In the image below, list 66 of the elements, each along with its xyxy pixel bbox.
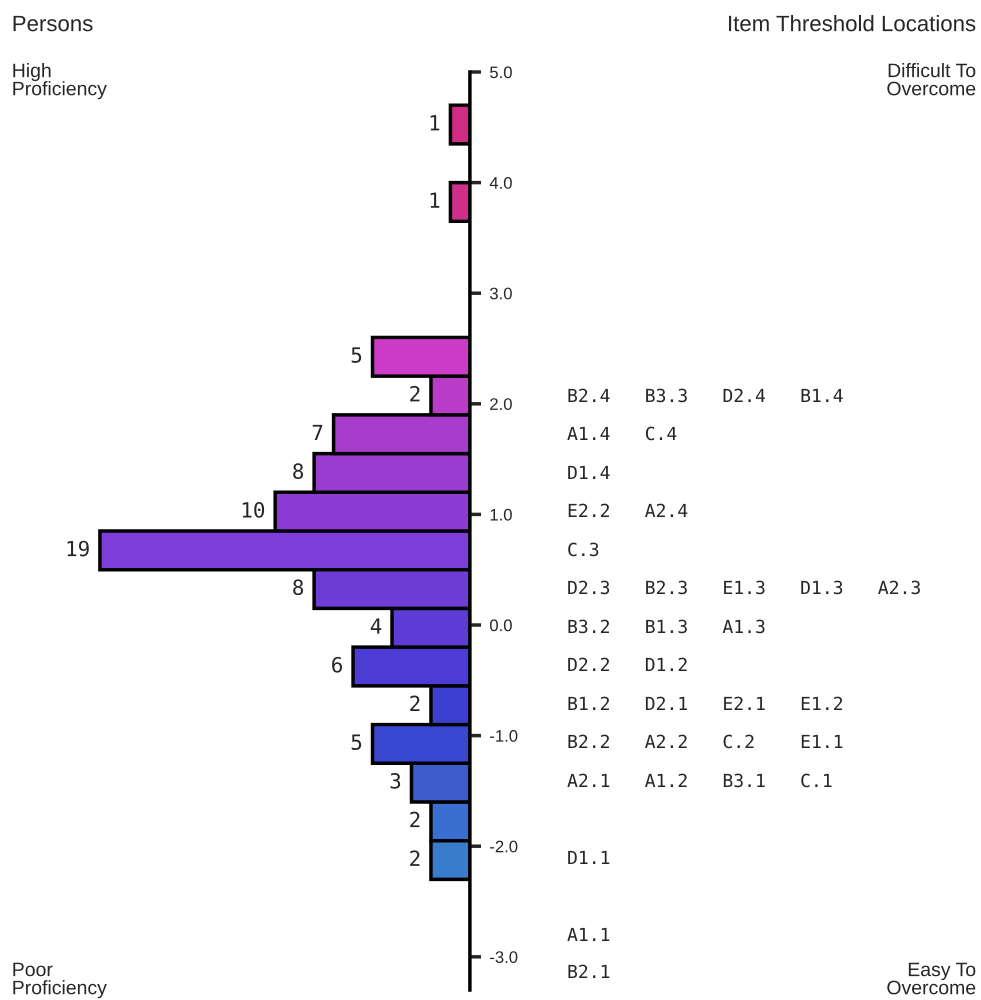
text: A2.3 (878, 580, 920, 594)
text: D1.4 (568, 466, 610, 480)
data-label: 3 (390, 772, 400, 789)
data-label: 1 (430, 192, 440, 208)
data-label: 5 (352, 347, 362, 363)
text: B3.3 (646, 388, 687, 402)
data-label: 2 (410, 696, 420, 712)
annotation: Poor Proficiency (13, 962, 107, 998)
text: D1.3 (801, 580, 842, 594)
text: A1.3 (722, 620, 765, 634)
data-label: 2 (410, 850, 420, 866)
text: E1.3 (724, 580, 765, 594)
text: D2.3 (568, 580, 610, 594)
annotation: High Proficiency (13, 63, 107, 100)
text: E1.2 (802, 696, 842, 710)
y-tick-label: 2.0 (490, 398, 512, 410)
data-label: 7 (312, 424, 322, 440)
text: D1.1 (568, 850, 610, 864)
text: E2.1 (724, 696, 765, 710)
data-label: 10 (242, 502, 264, 518)
text: B2.1 (568, 964, 610, 978)
data-label: 19 (68, 540, 89, 556)
text: B1.2 (568, 696, 609, 710)
text: B3.1 (724, 774, 765, 788)
text: Difficult To Overcome (887, 63, 976, 96)
text: E1.1 (802, 734, 842, 748)
y-tick-label: -3.0 (490, 951, 518, 964)
text: A2.1 (567, 774, 610, 788)
text: C.3 (568, 542, 598, 556)
text: Item Threshold Locations (729, 15, 976, 32)
text: C.4 (646, 426, 676, 440)
text: A1.4 (567, 426, 610, 440)
data-label: 8 (293, 579, 304, 596)
text: A2.2 (645, 734, 687, 748)
data-label: 8 (293, 463, 304, 480)
text: A2.4 (645, 504, 688, 518)
data-label: 5 (352, 734, 362, 750)
text: B1.4 (802, 388, 843, 402)
text: C.1 (801, 774, 832, 788)
y-tick-label: -1.0 (490, 730, 518, 742)
text: C.2 (724, 734, 754, 748)
text: D2.2 (568, 658, 609, 672)
data-label: 2 (410, 386, 420, 402)
data-label: 2 (410, 812, 420, 828)
text: B1.3 (646, 620, 687, 634)
data-label: 1 (430, 115, 440, 130)
y-tick-label: 4.0 (490, 177, 512, 189)
y-tick-label: 3.0 (490, 288, 512, 300)
text: B2.4 (568, 388, 610, 402)
y-tick-label: 5.0 (490, 66, 512, 78)
text: Persons (14, 16, 92, 32)
text: B2.3 (646, 580, 687, 594)
data-label: 4 (370, 618, 382, 634)
y-tick-label: 0.0 (490, 619, 512, 632)
text: B3.2 (568, 620, 609, 634)
y-tick-label: -2.0 (490, 840, 518, 852)
text: Easy To Overcome (887, 962, 976, 994)
text: D1.2 (646, 658, 687, 672)
data-label: 6 (332, 656, 342, 673)
text: B2.2 (568, 734, 609, 748)
text: D2.4 (724, 388, 766, 402)
y-tick-label: 1.0 (490, 508, 512, 521)
text: D2.1 (646, 696, 687, 710)
text: A1.1 (567, 928, 610, 942)
text: E2.2 (568, 504, 609, 518)
text: A1.2 (645, 774, 687, 788)
